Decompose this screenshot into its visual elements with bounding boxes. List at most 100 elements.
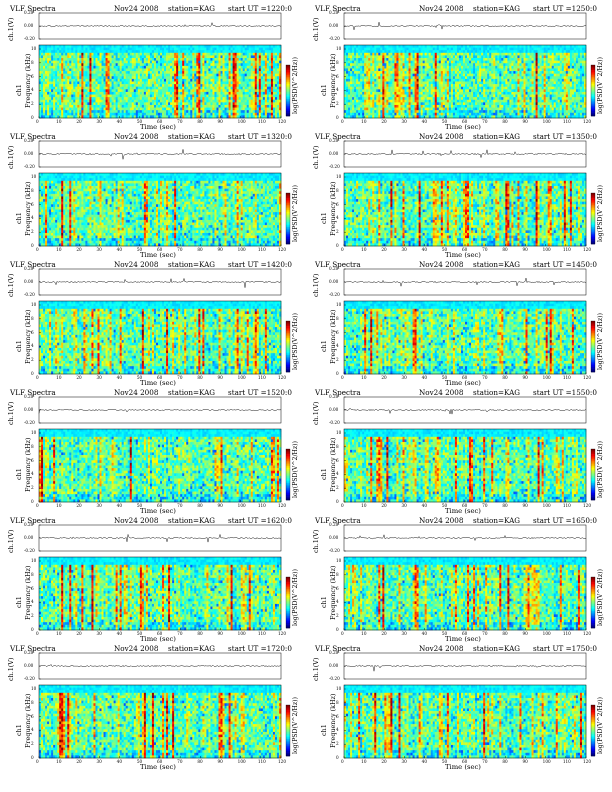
time-tick-label: 110	[563, 375, 571, 380]
time-tick-label: 20	[76, 375, 81, 380]
colorbar-segment	[286, 78, 290, 81]
colorbar-segment	[591, 331, 595, 334]
time-tick-label: 0	[341, 119, 344, 124]
panel-station: station=KAG	[473, 4, 520, 13]
amplitude-axis-label: ch.1(V)	[7, 274, 15, 297]
amplitude-tick-label: 0.00	[329, 23, 338, 28]
panel-start-time: start UT =1720:0	[228, 644, 292, 653]
colorbar-segment	[591, 715, 595, 718]
colorbar-segment	[286, 711, 290, 714]
panel-title: VLF Spectra	[10, 388, 56, 397]
frequency-tick-label: 8	[336, 572, 339, 577]
colorbar-frame	[285, 320, 291, 373]
time-tick-label: 40	[117, 759, 122, 764]
colorbar-frame	[285, 64, 291, 117]
colorbar-segment	[286, 365, 290, 368]
channel-label: ch1	[320, 596, 328, 608]
colorbar-segment	[591, 344, 595, 347]
time-tick-label: 100	[543, 247, 551, 252]
colorbar-segment	[286, 733, 290, 736]
time-tick-label: 40	[117, 375, 122, 380]
colorbar-segment	[591, 99, 595, 101]
panel-date: Nov24 2008	[114, 260, 158, 269]
frequency-tick-label: 4	[336, 215, 339, 220]
colorbar-segment	[591, 716, 595, 719]
colorbar-segment	[286, 349, 290, 352]
colorbar-segment	[286, 602, 290, 605]
colorbar-segment	[286, 595, 290, 598]
panel-title: VLF Spectra	[315, 4, 361, 13]
frequency-tick-label: 6	[336, 74, 339, 79]
panel-date: Nov24 2008	[114, 4, 158, 13]
colorbar-segment	[591, 370, 595, 373]
time-tick-label: 20	[76, 631, 81, 636]
colorbar-segment	[286, 201, 290, 204]
amplitude-tick-label: -0.20	[24, 36, 35, 41]
time-tick-label: 120	[583, 503, 591, 508]
frequency-tick-label: 8	[336, 444, 339, 449]
colorbar-segment	[286, 223, 290, 226]
colorbar-segment	[286, 339, 290, 342]
time-tick-label: 10	[361, 247, 366, 252]
colorbar-segment	[286, 341, 290, 344]
colorbar-segment	[286, 353, 290, 356]
colorbar-segment	[286, 745, 290, 748]
colorbar-segment	[591, 493, 595, 496]
time-tick-label: 80	[197, 119, 202, 124]
time-tick-label: 40	[117, 631, 122, 636]
frequency-tick-label: 4	[31, 599, 34, 604]
amplitude-tick-label: 0.00	[329, 663, 338, 668]
time-tick-label: 50	[137, 503, 142, 508]
amplitude-tick-label: 0.00	[24, 663, 33, 668]
colorbar-segment	[591, 361, 595, 364]
colorbar-segment	[286, 498, 290, 501]
colorbar-segment	[286, 578, 290, 581]
time-axis-label: Time (sec)	[445, 507, 481, 515]
amplitude-trace	[38, 277, 282, 288]
colorbar-segment	[591, 332, 595, 335]
time-tick-label: 30	[97, 631, 102, 636]
colorbar-segment	[591, 727, 595, 730]
colorbar-segment	[591, 484, 595, 487]
colorbar-segment	[286, 730, 290, 733]
amplitude-trace	[38, 22, 282, 28]
colorbar-segment	[286, 100, 290, 103]
amplitude-tick-label: -0.20	[329, 164, 340, 169]
colorbar-segment	[591, 220, 595, 223]
colorbar-frame	[590, 448, 596, 501]
colorbar-segment	[591, 604, 595, 607]
colorbar-segment	[591, 718, 595, 721]
time-tick-label: 120	[583, 247, 591, 252]
colorbar-segment	[591, 622, 595, 625]
spectrogram-panel: VLF Spectra Nov24 2008 station=KAG start UT…	[0, 384, 306, 515]
colorbar-frame	[285, 192, 291, 245]
colorbar-segment	[591, 464, 595, 467]
time-tick-label: 70	[482, 631, 487, 636]
time-tick-label: 50	[442, 759, 447, 764]
frequency-tick-label: 4	[336, 727, 339, 732]
colorbar-segment	[591, 450, 595, 453]
amplitude-tick-label: 0.00	[24, 407, 33, 412]
colorbar-segment	[286, 240, 290, 243]
frequency-tick-label: 8	[336, 316, 339, 321]
colorbar-segment	[591, 452, 595, 455]
colorbar-segment	[591, 221, 595, 224]
colorbar-segment	[286, 459, 290, 462]
time-tick-label: 100	[238, 631, 246, 636]
time-tick-label: 60	[157, 247, 162, 252]
colorbar-label: log(PSD(V^2/Hz))	[292, 569, 299, 626]
frequency-tick-label: 2	[31, 101, 34, 106]
time-tick-label: 50	[137, 631, 142, 636]
spectrogram-cells	[344, 429, 587, 503]
colorbar-label: log(PSD(V^2/Hz))	[597, 441, 604, 498]
time-tick-label: 40	[422, 375, 427, 380]
colorbar-segment	[286, 225, 290, 228]
spectrogram-cells	[39, 45, 282, 119]
time-tick-label: 80	[197, 631, 202, 636]
frequency-tick-label: 0	[31, 371, 34, 376]
colorbar-segment	[591, 750, 595, 753]
frequency-tick-label: 2	[336, 357, 339, 362]
colorbar-segment	[591, 102, 595, 105]
colorbar-segment	[591, 230, 595, 233]
time-axis-label: Time (sec)	[140, 763, 176, 771]
